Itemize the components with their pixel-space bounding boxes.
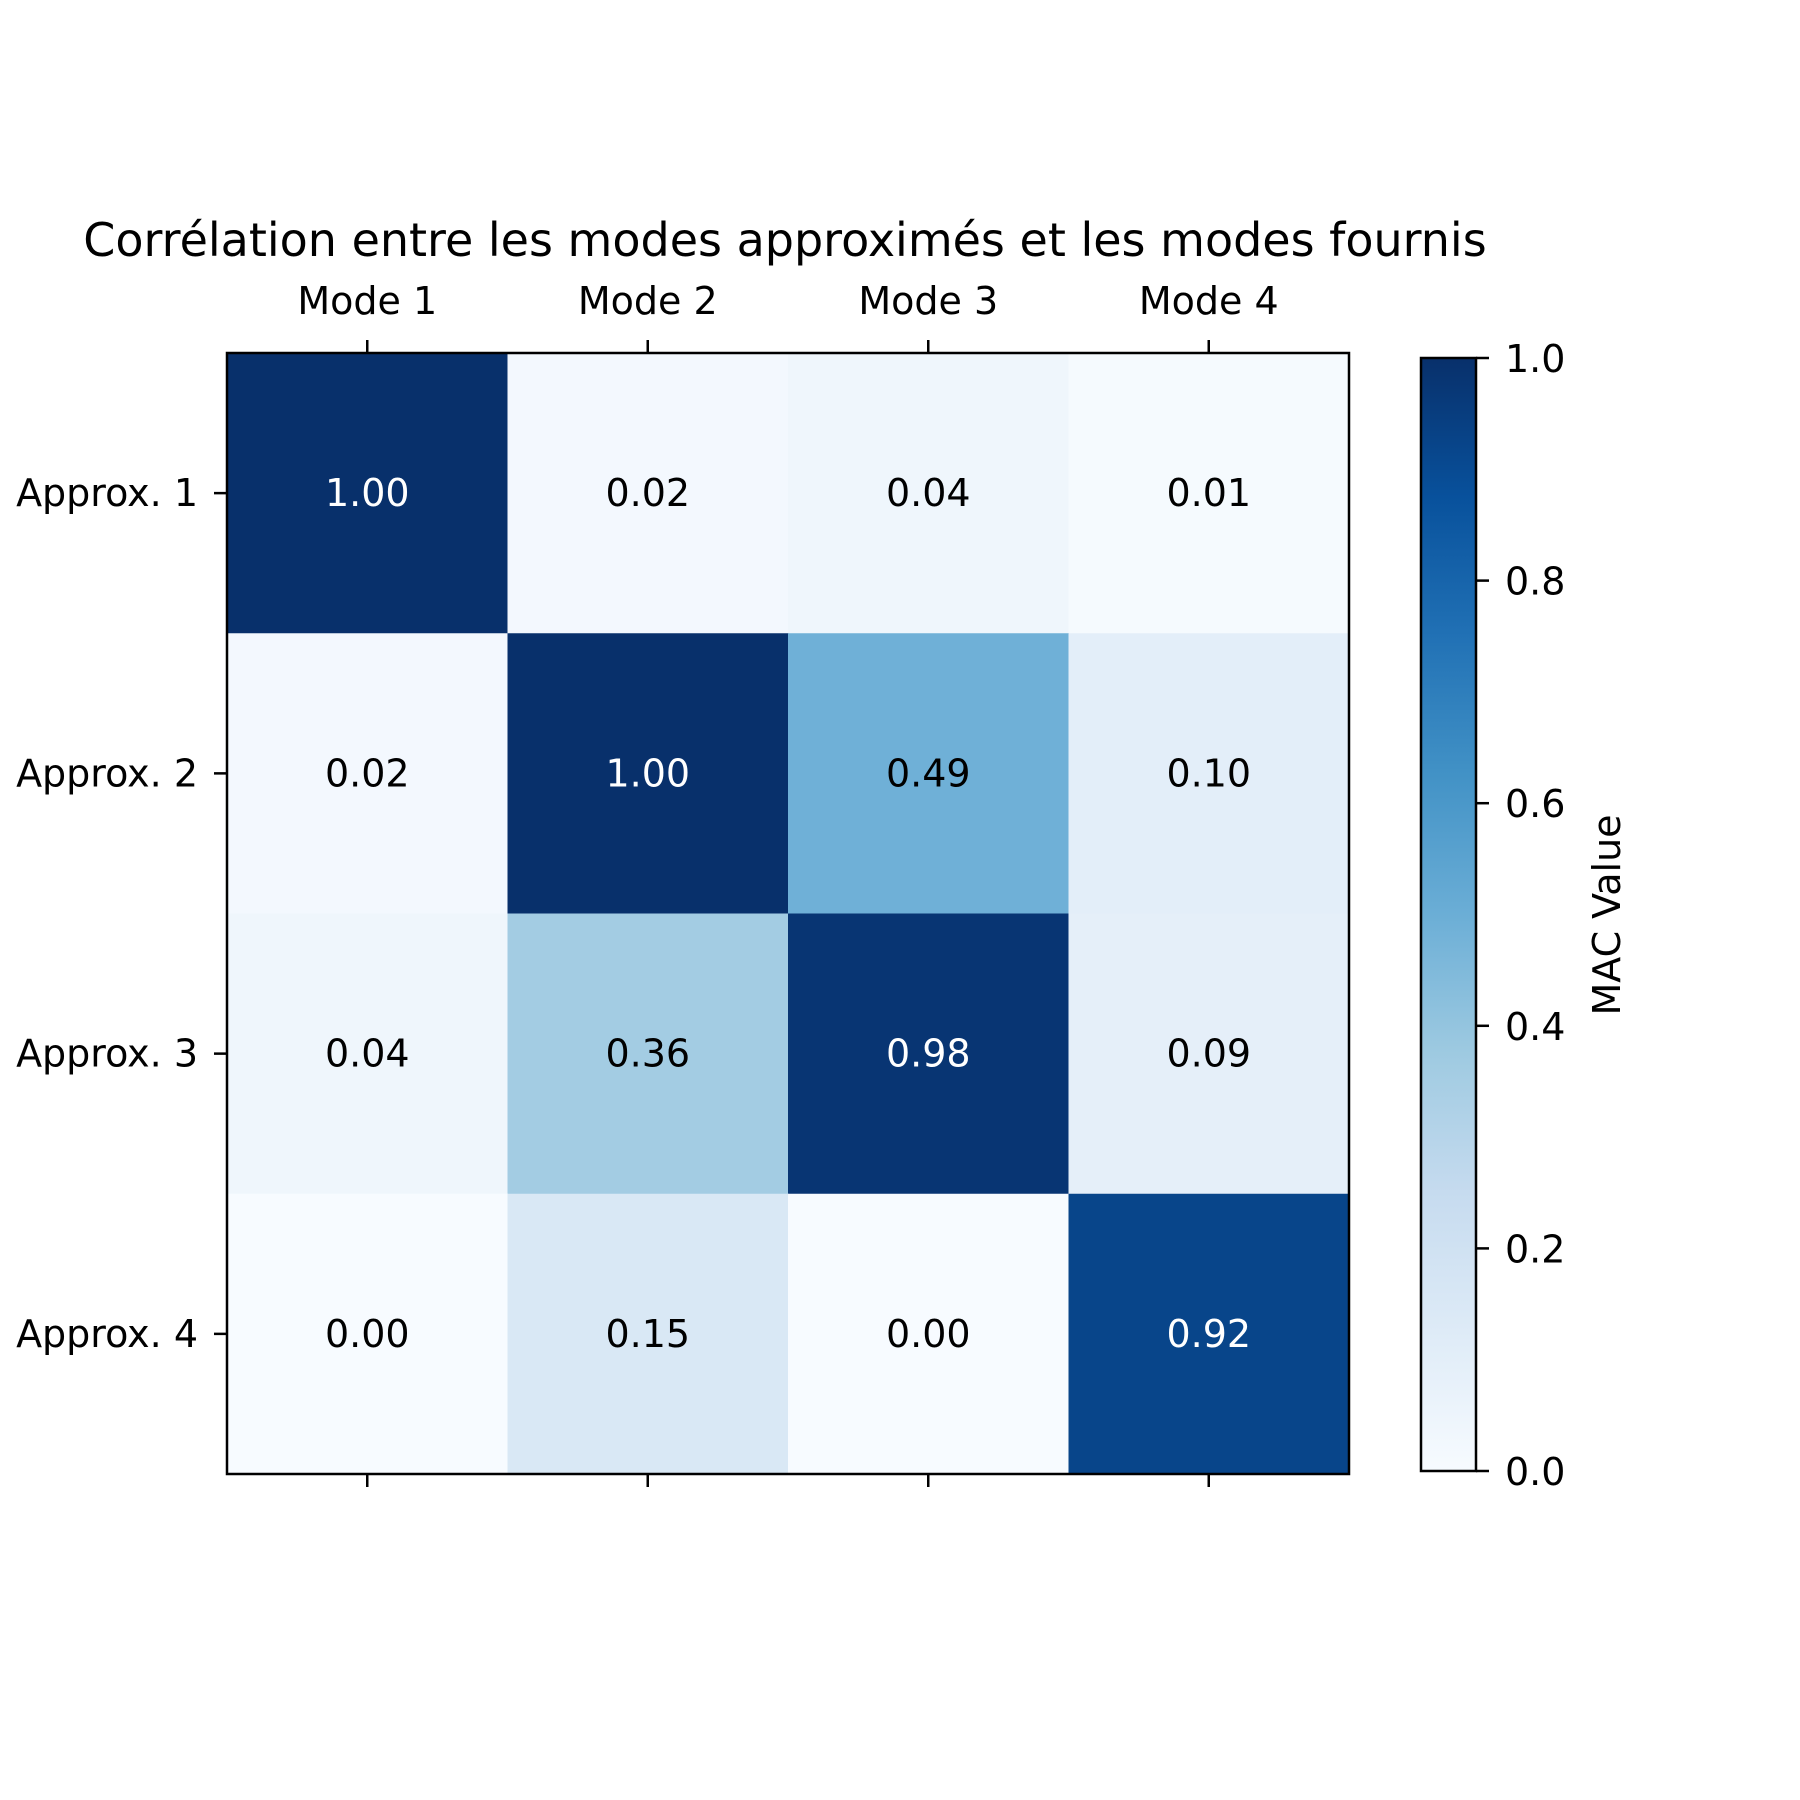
cell-value-r1-c1: 1.00 [325,471,410,515]
heatmap-cell-r2-c1 [227,633,508,914]
cell-value-r3-c1: 0.04 [325,1032,410,1076]
heatmap-cell-r3-c3 [788,913,1069,1195]
heatmap-cell-r2-c4 [1068,633,1350,914]
y-tick-label-3: Approx. 3 [16,1032,198,1076]
cell-value-r3-c4: 0.09 [1166,1032,1251,1076]
cell-value-r3-c3: 0.98 [886,1032,971,1076]
cell-value-r2-c4: 0.10 [1166,751,1251,795]
cell-value-r2-c2: 1.00 [605,751,690,795]
x-tick-label-4: Mode 4 [1139,279,1279,323]
colorbar-tick-label-3: 0.4 [1505,1005,1565,1049]
y-tick-label-1: Approx. 1 [16,471,198,515]
cell-value-r3-c2: 0.36 [605,1032,690,1076]
cell-value-r1-c2: 0.02 [605,471,690,515]
cell-annotations: 1.00 0.02 0.04 0.01 0.02 1.00 0.49 0.10 0.04 0.36… [325,471,1251,1356]
y-tick-label-4: Approx. 4 [16,1312,198,1356]
cell-value-r4-c1: 0.00 [325,1312,410,1356]
heatmap-cell-r3-c2 [507,913,789,1195]
chart-title: Corrélation entre les modes approximés e… [83,213,1486,267]
cell-value-r4-c2: 0.15 [605,1312,690,1356]
heatmap-cells [227,353,1350,1475]
cell-value-r1-c3: 0.04 [886,471,971,515]
heatmap-cell-r4-c2 [507,1193,789,1475]
heatmap-cell-r2-c2 [507,633,789,914]
colorbar-tick-label-2: 0.2 [1505,1227,1565,1271]
cell-value-r2-c3: 0.49 [886,751,971,795]
colorbar [1419,356,1478,1473]
x-tick-label-2: Mode 2 [578,279,718,323]
cell-value-r4-c3: 0.00 [886,1312,971,1356]
heatmap-cell-r3-c1 [227,913,508,1195]
colorbar-label: MAC Value [1585,814,1629,1015]
x-tick-label-1: Mode 1 [297,279,437,323]
heatmap-cell-r4-c4 [1068,1193,1350,1475]
heatmap-cell-r1-c2 [507,353,789,634]
x-axis: Mode 1 Mode 2 Mode 3 Mode 4 [297,279,1279,1487]
cell-value-r2-c1: 0.02 [325,751,410,795]
heatmap-cell-r1-c1 [227,353,508,634]
y-axis: Approx. 1 Approx. 2 Approx. 3 Approx. 4 [16,471,227,1356]
colorbar-tick-label-1: 0.0 [1505,1450,1565,1494]
heatmap-cell-r1-c4 [1068,353,1350,634]
x-tick-label-3: Mode 3 [858,279,998,323]
heatmap-cell-r2-c3 [788,633,1069,914]
colorbar-tick-label-5: 0.8 [1505,560,1565,604]
y-tick-label-2: Approx. 2 [16,751,198,795]
colorbar-ticks: 0.0 0.2 0.4 0.6 0.8 1.0 [1476,337,1565,1494]
heatmap-cell-r3-c4 [1068,913,1350,1195]
heatmap-cell-r1-c3 [788,353,1069,634]
cell-value-r1-c4: 0.01 [1166,471,1251,515]
cell-value-r4-c4: 0.92 [1166,1312,1251,1356]
heatmap-cell-r4-c3 [788,1193,1069,1475]
colorbar-tick-label-4: 0.6 [1505,782,1565,826]
colorbar-tick-label-6: 1.0 [1505,337,1565,381]
heatmap-cell-r4-c1 [227,1193,508,1475]
plot-frame [225,351,1351,1476]
